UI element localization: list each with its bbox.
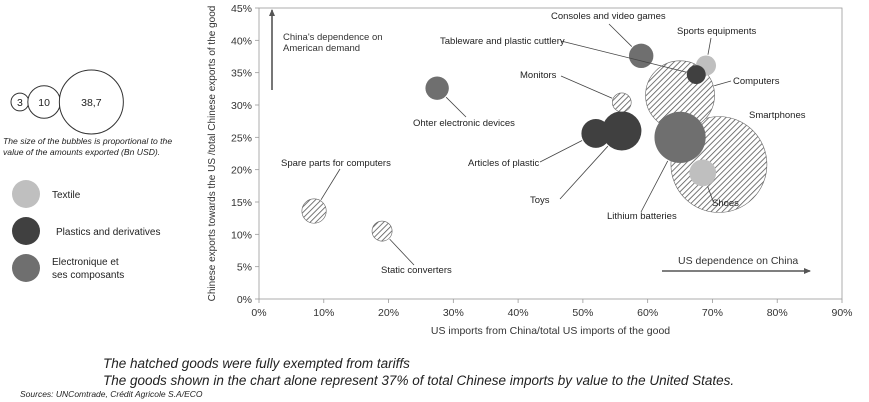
bubble-label-toys: Toys — [530, 195, 550, 206]
leader-line-toys — [559, 145, 609, 200]
leader-line-shoes — [707, 186, 714, 202]
x-tick-label: 40% — [508, 307, 529, 319]
leader-line-computers — [714, 80, 732, 87]
y-tick-label: 35% — [231, 68, 252, 80]
x-tick-label: 10% — [313, 307, 334, 319]
x-tick-label: 30% — [443, 307, 464, 319]
bubble-monitors — [612, 92, 632, 113]
bubble-shoes — [689, 159, 717, 187]
y-tick-label: 45% — [231, 3, 252, 15]
bubble-label-articles-of-plastic: Articles of plastic — [468, 158, 540, 169]
x-tick-label: 70% — [702, 307, 723, 319]
bubble-consoles-and-video-games — [628, 43, 654, 69]
bubble-label-computers: Computers — [733, 76, 780, 87]
bubble-label-sports-equipments: Sports equipments — [677, 26, 756, 37]
legend-swatch-plastics-and-derivatives — [12, 217, 40, 245]
y-tick-label: 10% — [231, 229, 252, 241]
y-tick-label: 25% — [231, 132, 252, 144]
x-tick-label: 80% — [767, 307, 788, 319]
x-tick-label: 50% — [572, 307, 593, 319]
legend-swatch-textile — [12, 180, 40, 208]
bubble-static-converters — [371, 220, 393, 242]
bubble-label-spare-parts-for-computers: Spare parts for computers — [281, 158, 391, 169]
bubble-articles-of-plastic — [581, 119, 611, 148]
bubble-lithium-batteries — [654, 111, 706, 163]
leader-line-consoles-and-video-games — [608, 23, 633, 47]
size-legend-value: 10 — [38, 97, 50, 109]
bubble-toys — [602, 111, 642, 151]
sources-note: Sources: UNComtrade, Crédit Agricole S.A… — [20, 389, 203, 399]
y-axis-title: Chinese exports towards the US /total Ch… — [207, 6, 218, 302]
legend-label-line: Electronique et — [52, 257, 119, 268]
y-tick-label: 0% — [237, 294, 252, 306]
hatched-note: The hatched goods were fully exempted fr… — [103, 356, 410, 371]
x-tick-label: 90% — [831, 307, 852, 319]
bubble-spare-parts-for-computers — [301, 198, 327, 224]
bubble-size-caption: The size of the bubbles is proportional … — [3, 136, 173, 157]
arrow-y-label: China's dependence on American demand — [283, 32, 383, 54]
leader-line-monitors — [560, 75, 613, 99]
y-tick-label: 40% — [231, 35, 252, 47]
bubble-label-shoes: Shoes — [712, 198, 739, 209]
y-tick-label: 5% — [237, 262, 252, 274]
share-note: The goods shown in the chart alone repre… — [103, 373, 735, 388]
legend-label-line: ses composants — [52, 270, 124, 281]
leader-line-articles-of-plastic — [539, 140, 583, 163]
bubble-tableware-and-plastic-cuttlery — [686, 65, 706, 85]
x-tick-label: 20% — [378, 307, 399, 319]
bubble-label-ohter-electronic-devices: Ohter electronic devices — [413, 118, 515, 129]
leader-line-ohter-electronic-devices — [445, 96, 467, 118]
size-legend-bubble — [58, 69, 124, 135]
legend-label-electronique-et-ses-composants: Electronique et ses composants — [52, 257, 124, 281]
leader-line-sports-equipments — [707, 37, 712, 55]
bubble-label-consoles-and-video-games: Consoles and video games — [551, 11, 666, 22]
arrow-x-label: US dependence on China — [678, 255, 798, 267]
size-legend-value: 38,7 — [81, 97, 102, 109]
bubble-label-monitors: Monitors — [520, 70, 557, 81]
legend-label-plastics-and-derivatives: Plastics and derivatives — [56, 227, 161, 238]
x-axis-title: US imports from China/total US imports o… — [431, 325, 670, 337]
legend-label-textile: Textile — [52, 190, 81, 201]
y-tick-label: 15% — [231, 197, 252, 209]
bubble-label-tableware-and-plastic-cuttlery: Tableware and plastic cuttlery — [440, 36, 565, 47]
leader-line-static-converters — [389, 238, 415, 266]
bubble-label-lithium-batteries: Lithium batteries — [607, 211, 677, 222]
y-tick-label: 20% — [231, 165, 252, 177]
leader-line-lithium-batteries — [640, 160, 669, 213]
size-legend-value: 3 — [17, 97, 23, 109]
legend-swatch-electronique-et-ses-composants — [12, 254, 40, 282]
plot-frame — [258, 7, 843, 300]
bubble-label-static-converters: Static converters — [381, 265, 452, 276]
leader-line-tableware-and-plastic-cuttlery — [560, 40, 687, 73]
x-tick-label: 60% — [637, 307, 658, 319]
bubble-label-smartphones: Smartphones — [749, 110, 806, 121]
x-tick-label: 0% — [251, 307, 266, 319]
y-tick-label: 30% — [231, 100, 252, 112]
bubble-ohter-electronic-devices — [425, 76, 449, 100]
leader-line-spare-parts-for-computers — [320, 168, 341, 201]
arrow-y-label-line: American demand — [283, 43, 360, 54]
arrow-y-label-line: China's dependence on — [283, 32, 383, 43]
